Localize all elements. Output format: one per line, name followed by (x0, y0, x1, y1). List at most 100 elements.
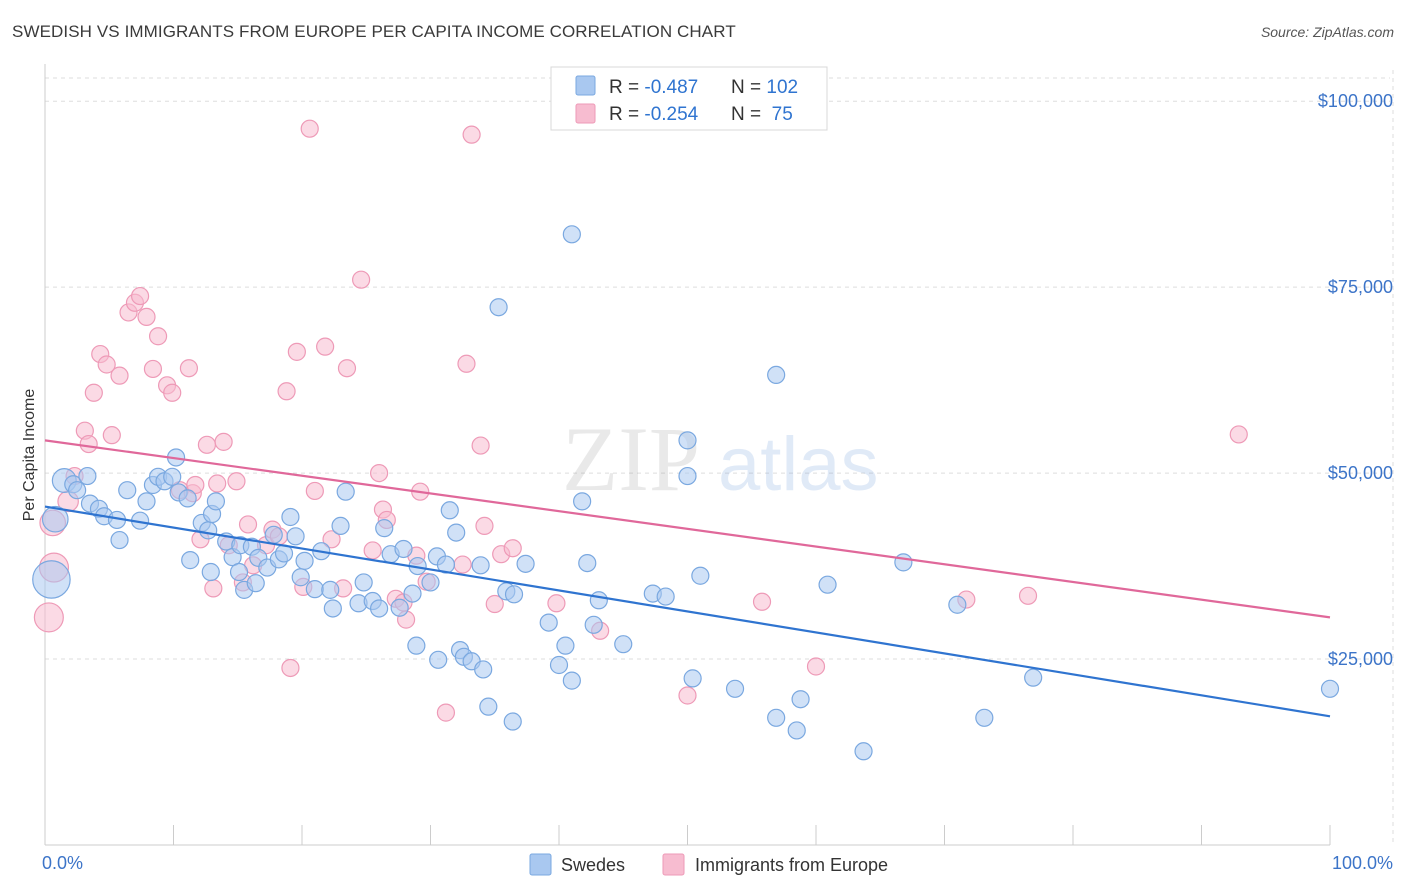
legend-label-swedes: Swedes (561, 855, 625, 875)
legend-swatch-immigrants (662, 853, 685, 876)
point-swedes (305, 580, 324, 599)
point-swedes (394, 539, 413, 559)
point-swedes (1320, 679, 1340, 698)
point-immigrants (137, 307, 156, 326)
point-swedes (370, 599, 389, 618)
legend-swatch-swedes (529, 853, 552, 876)
point-swedes (854, 742, 873, 761)
watermark: ZIP atlas (562, 408, 879, 510)
point-immigrants (322, 530, 341, 549)
stats-r-label: R = (609, 77, 644, 98)
stats-n-value: 75 (766, 104, 792, 125)
point-immigrants (457, 354, 476, 373)
point-swedes (286, 527, 305, 546)
point-swedes (137, 492, 156, 511)
point-immigrants (197, 435, 217, 454)
point-immigrants (337, 359, 357, 378)
x-tick-label: 0.0% (42, 853, 83, 873)
point-swedes (578, 553, 597, 573)
trend-lines (44, 439, 1331, 718)
point-swedes (489, 298, 508, 317)
legend-label-immigrants: Immigrants from Europe (695, 855, 888, 875)
point-swedes (403, 584, 422, 603)
point-immigrants (453, 555, 472, 574)
point-swedes (556, 636, 575, 655)
point-swedes (390, 598, 409, 617)
point-swedes (614, 635, 633, 654)
point-swedes (678, 466, 697, 486)
point-swedes (206, 492, 226, 511)
point-immigrants (370, 463, 389, 483)
point-immigrants (277, 382, 296, 401)
y-tick-label: $100,000 (1318, 91, 1393, 111)
point-swedes (725, 679, 745, 698)
point-swedes (264, 525, 283, 544)
point-swedes (787, 721, 806, 740)
svg-text:N = 75: N = 75 (731, 104, 793, 125)
point-immigrants (471, 436, 490, 455)
point-swedes (78, 466, 97, 486)
point-swedes (181, 551, 200, 570)
point-immigrants (305, 481, 324, 501)
point-swedes (421, 573, 440, 592)
point-swedes (691, 566, 710, 585)
svg-text:N = 102: N = 102 (731, 77, 798, 98)
svg-text:R = -0.254: R = -0.254 (609, 104, 699, 125)
point-immigrants (503, 539, 522, 558)
point-immigrants (1229, 425, 1248, 444)
point-swedes (354, 573, 373, 592)
point-swedes (562, 671, 581, 690)
point-swedes (118, 481, 137, 500)
series-swedes-points (32, 225, 1340, 761)
point-swedes (229, 562, 249, 582)
point-swedes (549, 655, 569, 675)
point-swedes (291, 568, 310, 587)
point-swedes (178, 489, 197, 508)
point-swedes (678, 431, 697, 450)
point-immigrants (33, 602, 64, 633)
point-swedes (516, 554, 535, 573)
y-tick-labels: $25,000 $50,000 $75,000 $100,000 (1318, 91, 1393, 669)
point-swedes (331, 516, 350, 536)
point-swedes (323, 599, 342, 618)
point-swedes (110, 530, 129, 550)
point-swedes (767, 365, 786, 385)
point-swedes (584, 615, 603, 634)
point-swedes (375, 519, 394, 538)
point-immigrants (110, 366, 129, 385)
point-immigrants (485, 594, 504, 614)
point-immigrants (148, 327, 168, 346)
stats-swatch-swedes (575, 75, 596, 96)
point-swedes (336, 482, 355, 501)
point-immigrants (163, 383, 182, 402)
point-immigrants (806, 657, 826, 676)
point-swedes (295, 551, 314, 570)
point-immigrants (316, 337, 335, 356)
watermark-atlas: atlas (718, 422, 879, 507)
point-swedes (791, 690, 810, 709)
point-swedes (41, 505, 69, 533)
stats-box: R = -0.487 N = 102 R = -0.254 N = 75 (550, 66, 828, 131)
point-swedes (407, 636, 426, 655)
point-immigrants (130, 286, 150, 306)
point-immigrants (84, 383, 103, 402)
point-swedes (163, 467, 182, 486)
axes (44, 64, 1331, 846)
point-immigrants (352, 270, 371, 289)
y-tick-label: $75,000 (1328, 277, 1393, 297)
point-immigrants (363, 541, 382, 560)
point-immigrants (287, 342, 306, 361)
point-swedes (479, 697, 498, 716)
gridlines (45, 70, 1394, 845)
point-immigrants (300, 119, 319, 138)
chart-title: SWEDISH VS IMMIGRANTS FROM EUROPE PER CA… (12, 22, 736, 41)
point-swedes (573, 492, 592, 511)
stats-n-value: 102 (766, 77, 798, 98)
point-swedes (440, 501, 459, 520)
point-immigrants (143, 359, 163, 379)
series-immigrants-points (33, 119, 1248, 722)
point-swedes (948, 595, 967, 614)
stats-n-label: N = (731, 77, 766, 98)
point-swedes (767, 708, 786, 727)
